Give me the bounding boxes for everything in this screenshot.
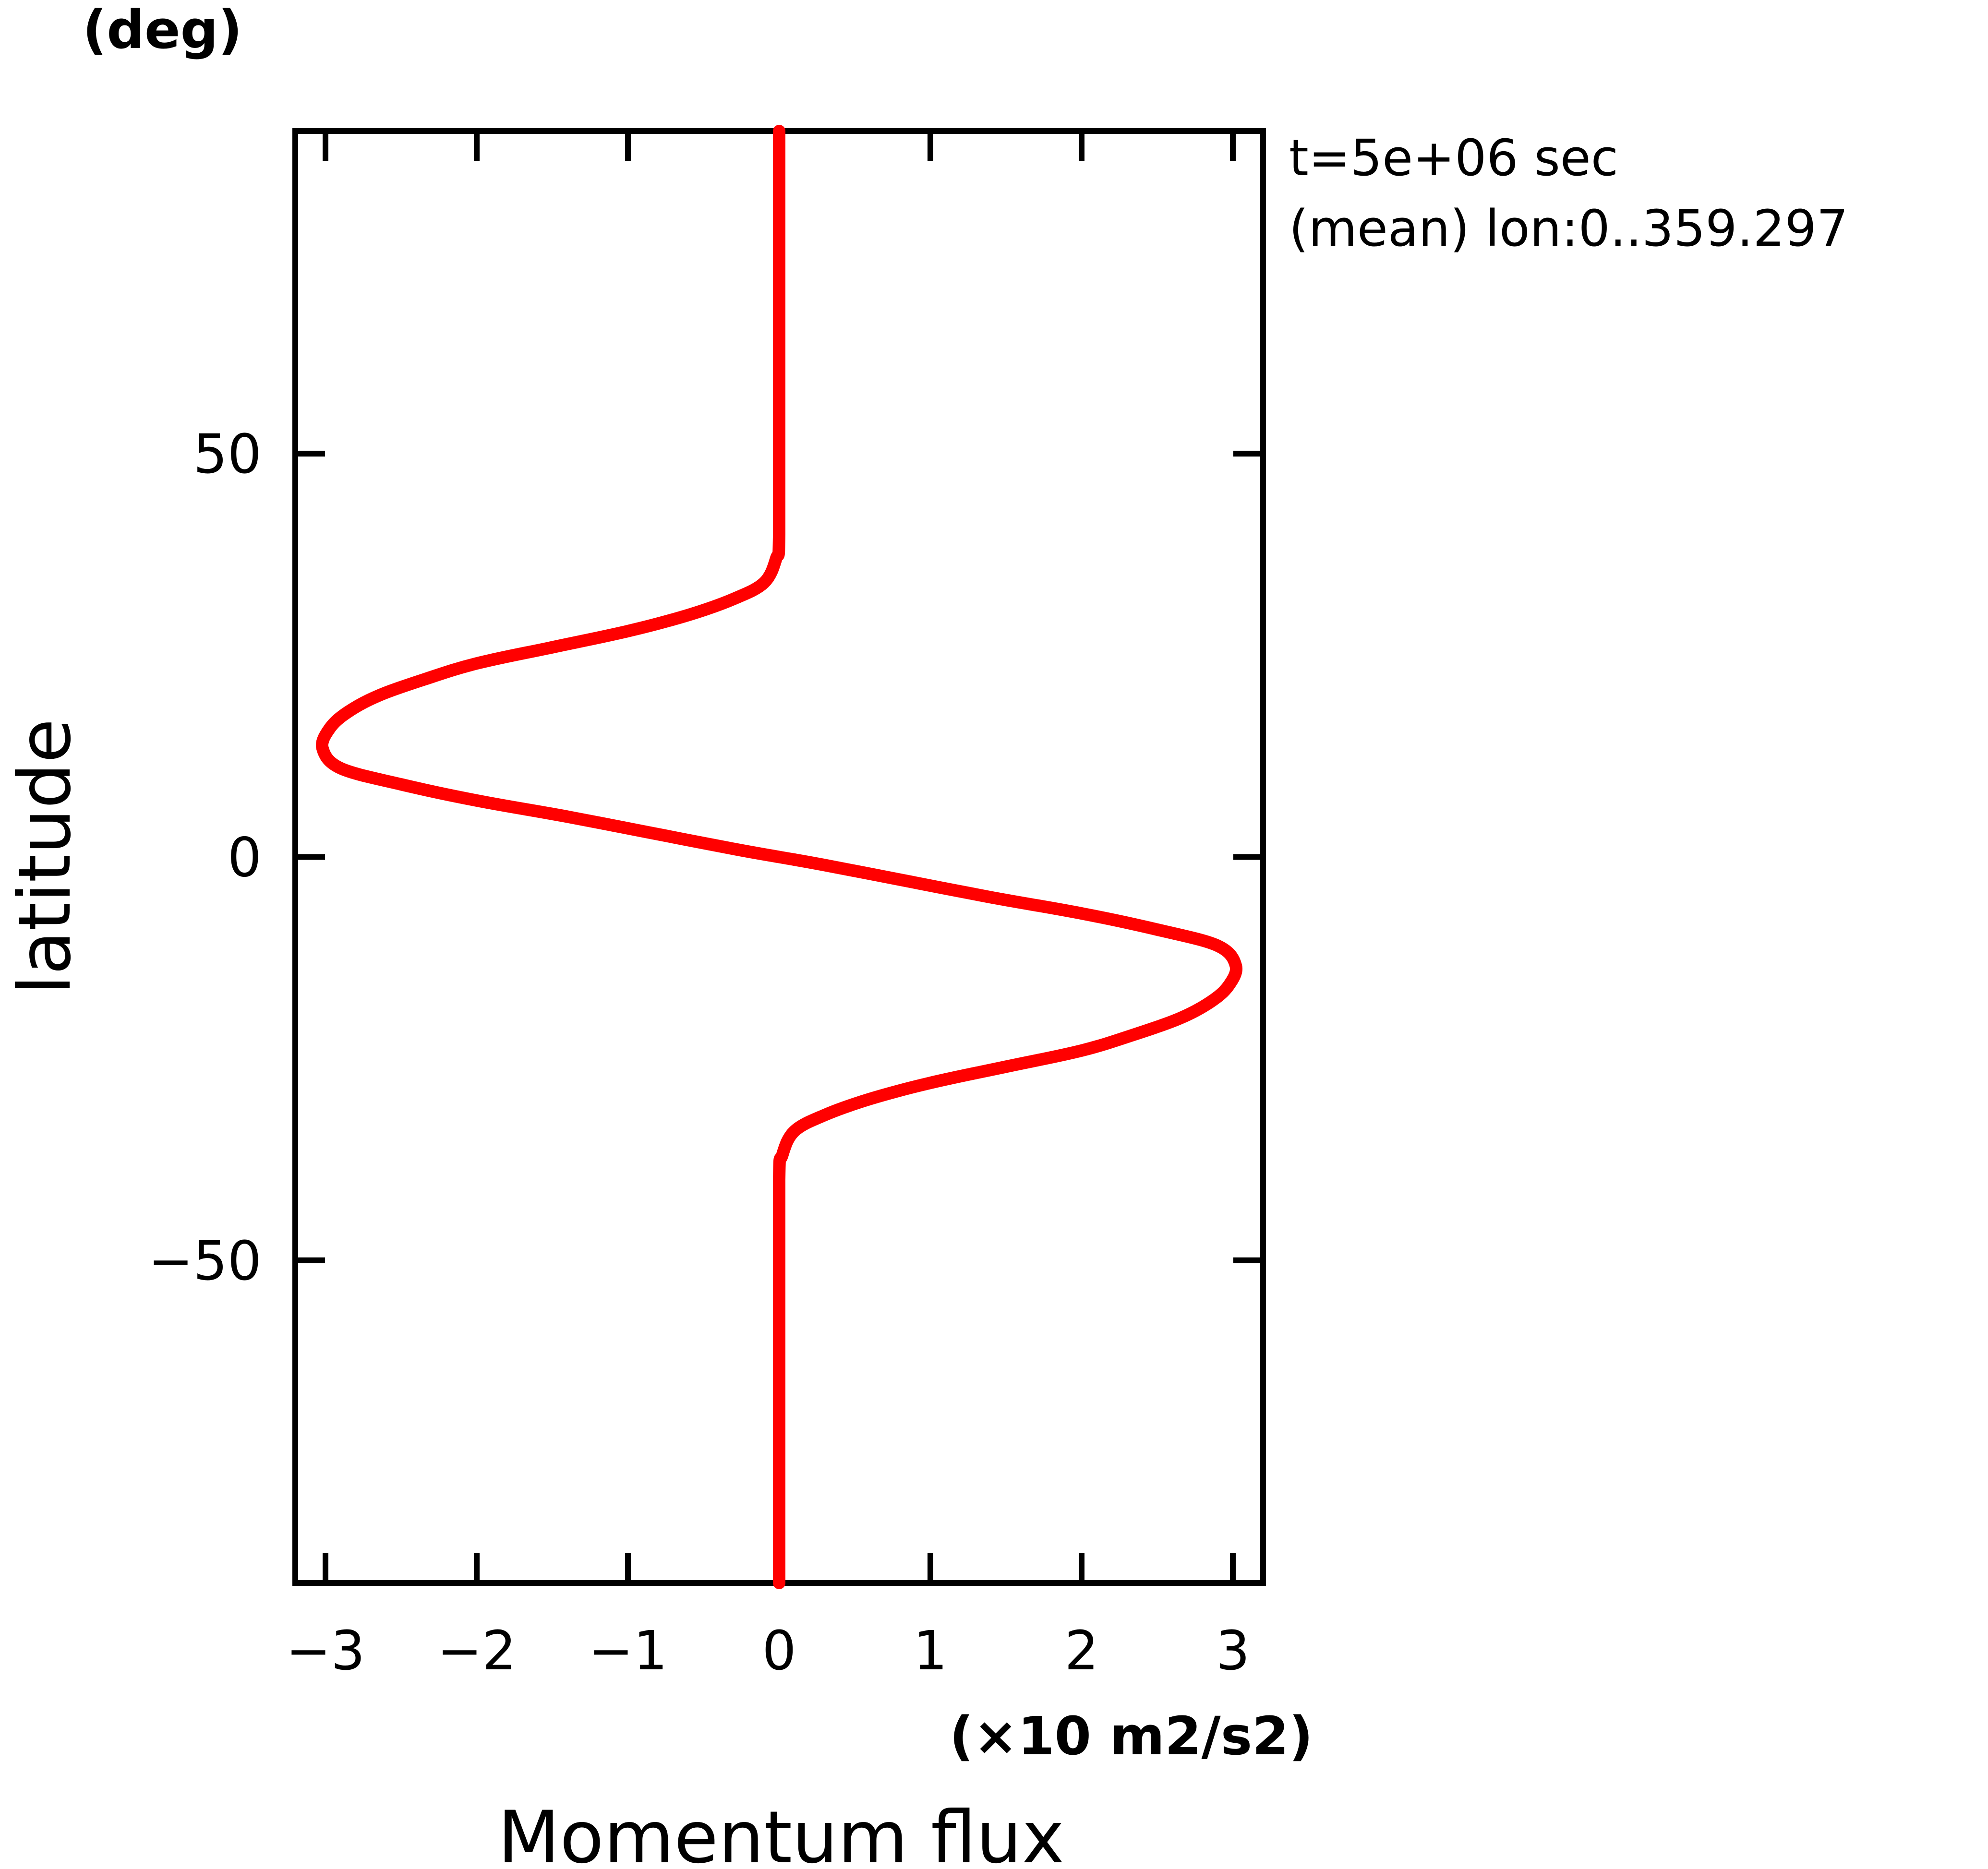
axis-ticks — [295, 131, 1263, 1583]
tick-labels: −3 −2 −1 0 1 2 3 −50 0 50 — [148, 423, 1250, 1682]
annotation-mean-lon: (mean) lon:0..359.297 — [1289, 199, 1848, 258]
y-tick-label: 0 — [228, 827, 262, 889]
x-tick-label: −3 — [286, 1620, 365, 1682]
y-axis-units: (deg) — [83, 0, 242, 60]
x-tick-label: 3 — [1216, 1620, 1250, 1682]
y-axis-label: latitude — [3, 719, 87, 994]
x-axis-label: Momentum flux — [498, 1796, 1065, 1869]
y-tick-label: 50 — [193, 423, 262, 486]
x-tick-label: −2 — [437, 1620, 516, 1682]
x-tick-label: 2 — [1064, 1620, 1098, 1682]
x-tick-label: −1 — [588, 1620, 667, 1682]
x-axis-units: (×10 m2/s2) — [950, 1705, 1313, 1767]
x-tick-label: 1 — [913, 1620, 947, 1682]
series-line — [315, 125, 1243, 1589]
y-tick-label: −50 — [148, 1230, 262, 1293]
annotation-time: t=5e+06 sec — [1289, 129, 1618, 187]
x-tick-label: 0 — [762, 1620, 796, 1682]
